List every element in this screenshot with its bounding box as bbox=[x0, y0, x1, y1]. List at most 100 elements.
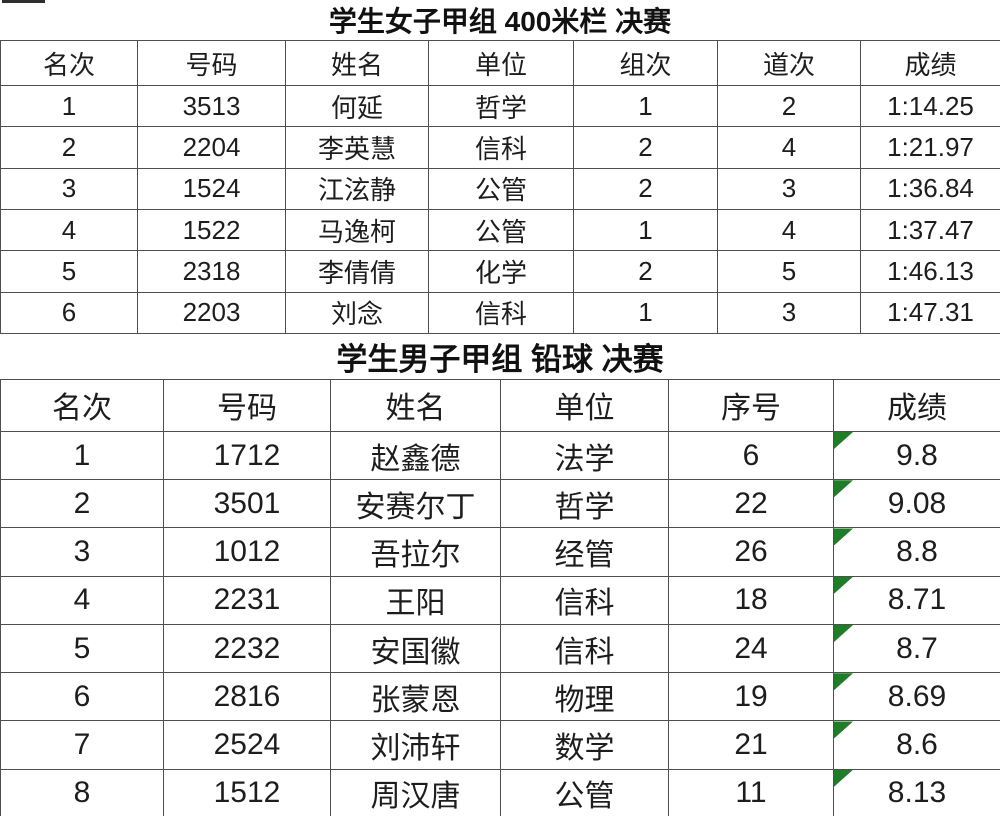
table-cell: 19 bbox=[668, 672, 834, 722]
error-flag-triangle-icon bbox=[834, 528, 853, 546]
table-cell: 2 bbox=[0, 479, 164, 529]
results-table-men-shot-put: 名次 号码 姓名 单位 序号 成绩 1 1712 赵鑫德 法学 6 9.8 2 3501 安赛尔丁 哲学 22 9… bbox=[0, 378, 1000, 816]
table-cell: 8.7 bbox=[833, 623, 1000, 674]
table-cell: 5 bbox=[0, 623, 164, 674]
table-cell: 吾拉尔 bbox=[330, 527, 501, 577]
table-cell: 2203 bbox=[137, 291, 286, 334]
table-cell: 5 bbox=[717, 250, 861, 293]
table-cell: 1:47.31 bbox=[860, 291, 1000, 334]
table-cell: 哲学 bbox=[500, 479, 669, 529]
header-cell: 姓名 bbox=[330, 378, 501, 432]
table-cell: 刘沛轩 bbox=[330, 720, 501, 770]
header-cell: 道次 bbox=[717, 40, 861, 86]
table-cell: 1 bbox=[573, 291, 718, 334]
table-cell: 6 bbox=[0, 291, 138, 334]
table-cell: 11 bbox=[668, 768, 834, 816]
table-cell: 2232 bbox=[163, 623, 331, 674]
title-women-400m-hurdles: 学生女子甲组 400米栏 决赛 bbox=[328, 6, 672, 37]
table-body: 名次 号码 姓名 单位 组次 道次 成绩 1 3513 何延 哲学 1 2 1:14.25 2 2204 李英慧… bbox=[0, 40, 1000, 334]
table-cell: 信科 bbox=[500, 623, 669, 674]
error-flag-triangle-icon bbox=[834, 480, 853, 498]
header-cell: 序号 bbox=[668, 378, 834, 432]
table-cell: 1 bbox=[573, 208, 718, 252]
table-cell: 信科 bbox=[428, 291, 574, 334]
table-cell: 2524 bbox=[163, 720, 331, 770]
table-cell: 经管 bbox=[500, 527, 669, 577]
table-cell: 1 bbox=[0, 84, 138, 128]
table-cell: 8.71 bbox=[833, 575, 1000, 625]
table-cell: 何延 bbox=[285, 84, 429, 128]
table-cell: 1522 bbox=[137, 208, 286, 252]
error-flag-triangle-icon bbox=[834, 721, 853, 739]
table-row: 2 2204 李英慧 信科 2 4 1:21.97 bbox=[0, 126, 1000, 169]
table-cell: 3501 bbox=[163, 479, 331, 529]
table-row: 3 1012 吾拉尔 经管 26 8.8 bbox=[0, 527, 1000, 577]
table-cell: 4 bbox=[717, 208, 861, 252]
table-cell: 张蒙恩 bbox=[330, 672, 501, 722]
table-cell: 5 bbox=[0, 250, 138, 293]
table-cell: 1512 bbox=[163, 768, 331, 816]
table-cell: 公管 bbox=[428, 208, 574, 252]
table-row: 5 2318 李倩倩 化学 2 5 1:46.13 bbox=[0, 250, 1000, 293]
table-cell: 数学 bbox=[500, 720, 669, 770]
table-cell: 8.8 bbox=[833, 527, 1000, 577]
table-cell: 2 bbox=[717, 84, 861, 128]
table-cell: 1 bbox=[0, 430, 164, 481]
table-row: 2 3501 安赛尔丁 哲学 22 9.08 bbox=[0, 479, 1000, 529]
header-cell: 成绩 bbox=[860, 40, 1000, 86]
table-cell: 李英慧 bbox=[285, 126, 429, 169]
table-cell: 法学 bbox=[500, 430, 669, 481]
table-cell: 赵鑫德 bbox=[330, 430, 501, 481]
table-row: 6 2816 张蒙恩 物理 19 8.69 bbox=[0, 672, 1000, 722]
table-cell: 物理 bbox=[500, 672, 669, 722]
table-cell: 7 bbox=[0, 720, 164, 770]
table-cell: 1524 bbox=[137, 167, 286, 210]
table-cell: 1712 bbox=[163, 430, 331, 481]
header-cell: 号码 bbox=[137, 40, 286, 86]
table-cell: 2204 bbox=[137, 126, 286, 169]
error-flag-triangle-icon bbox=[834, 576, 853, 594]
table-cell: 2231 bbox=[163, 575, 331, 625]
table-row: 4 1522 马逸柯 公管 1 4 1:37.47 bbox=[0, 208, 1000, 252]
table-cell: 8.69 bbox=[833, 672, 1000, 722]
table-cell: 3 bbox=[0, 167, 138, 210]
table-row: 5 2232 安国徽 信科 24 8.7 bbox=[0, 623, 1000, 674]
header-cell: 名次 bbox=[0, 40, 138, 86]
table-row: 6 2203 刘念 信科 1 3 1:47.31 bbox=[0, 291, 1000, 334]
table-cell: 安赛尔丁 bbox=[330, 479, 501, 529]
table-cell: 周汉唐 bbox=[330, 768, 501, 816]
table-cell: 4 bbox=[717, 126, 861, 169]
table-row: 8 1512 周汉唐 公管 11 8.13 bbox=[0, 768, 1000, 816]
table-row: 1 3513 何延 哲学 1 2 1:14.25 bbox=[0, 84, 1000, 128]
table-cell: 4 bbox=[0, 208, 138, 252]
results-table-women-400m-hurdles: 名次 号码 姓名 单位 组次 道次 成绩 1 3513 何延 哲学 1 2 1:14.25 2 2204 李英慧… bbox=[0, 40, 1000, 334]
header-cell: 单位 bbox=[500, 378, 669, 432]
table-cell: 18 bbox=[668, 575, 834, 625]
header-cell: 号码 bbox=[163, 378, 331, 432]
table-cell: 公管 bbox=[428, 167, 574, 210]
table-row: 7 2524 刘沛轩 数学 21 8.6 bbox=[0, 720, 1000, 770]
table-cell: 24 bbox=[668, 623, 834, 674]
table-cell: 21 bbox=[668, 720, 834, 770]
table-cell: 江泫静 bbox=[285, 167, 429, 210]
table-cell: 8 bbox=[0, 768, 164, 816]
header-row: 名次 号码 姓名 单位 组次 道次 成绩 bbox=[0, 40, 1000, 86]
table-cell: 26 bbox=[668, 527, 834, 577]
table-cell: 1 bbox=[573, 84, 718, 128]
table-cell: 9.08 bbox=[833, 479, 1000, 529]
table-cell: 2318 bbox=[137, 250, 286, 293]
table-cell: 2 bbox=[573, 250, 718, 293]
header-cell: 名次 bbox=[0, 378, 164, 432]
header-row: 名次 号码 姓名 单位 序号 成绩 bbox=[0, 378, 1000, 432]
table-body: 名次 号码 姓名 单位 序号 成绩 1 1712 赵鑫德 法学 6 9.8 2 3501 安赛尔丁 哲学 22 9… bbox=[0, 378, 1000, 816]
header-cell: 单位 bbox=[428, 40, 574, 86]
table-cell: 信科 bbox=[500, 575, 669, 625]
header-cell: 成绩 bbox=[833, 378, 1000, 432]
table-cell: 李倩倩 bbox=[285, 250, 429, 293]
artifact-line bbox=[2, 0, 45, 3]
table-cell: 2 bbox=[573, 126, 718, 169]
table-cell: 信科 bbox=[428, 126, 574, 169]
table-cell: 刘念 bbox=[285, 291, 429, 334]
table-cell: 1:37.47 bbox=[860, 208, 1000, 252]
